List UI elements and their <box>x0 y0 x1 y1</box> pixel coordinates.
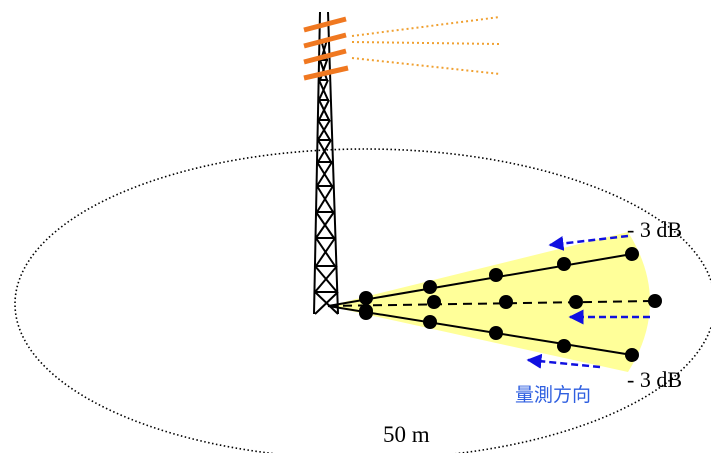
distance-label: 50 m <box>383 422 430 447</box>
lower-measurement-point-5 <box>625 348 639 362</box>
center-measurement-point-4 <box>569 295 583 309</box>
direction-arrow-upper <box>548 234 629 251</box>
antenna-tower <box>313 11 339 315</box>
radial-lines <box>327 253 656 356</box>
antenna-panels <box>303 16 349 81</box>
upper-edge-label: - 3 dB <box>627 217 682 242</box>
measurement-points <box>359 247 662 362</box>
upper-measurement-point-2 <box>423 280 437 294</box>
lower-edge-label: - 3 dB <box>627 367 682 392</box>
lower-measurement-point-1 <box>359 306 373 320</box>
signal-rays <box>351 16 501 75</box>
upper-radial <box>327 253 633 307</box>
center-measurement-point-5 <box>648 294 662 308</box>
upper-measurement-point-5 <box>625 247 639 261</box>
direction-label: 量測方向 <box>515 384 592 406</box>
lower-measurement-point-4 <box>557 339 571 353</box>
direction-arrow-lower <box>526 353 601 369</box>
upper-measurement-point-1 <box>359 291 373 305</box>
lower-measurement-point-3 <box>489 326 503 340</box>
upper-measurement-point-4 <box>557 257 571 271</box>
center-radial <box>327 300 656 307</box>
center-measurement-point-2 <box>427 295 441 309</box>
lower-radial <box>327 305 633 356</box>
direction-arrows <box>526 234 650 369</box>
upper-measurement-point-3 <box>489 268 503 282</box>
lower-measurement-point-2 <box>423 315 437 329</box>
center-measurement-point-3 <box>499 295 513 309</box>
